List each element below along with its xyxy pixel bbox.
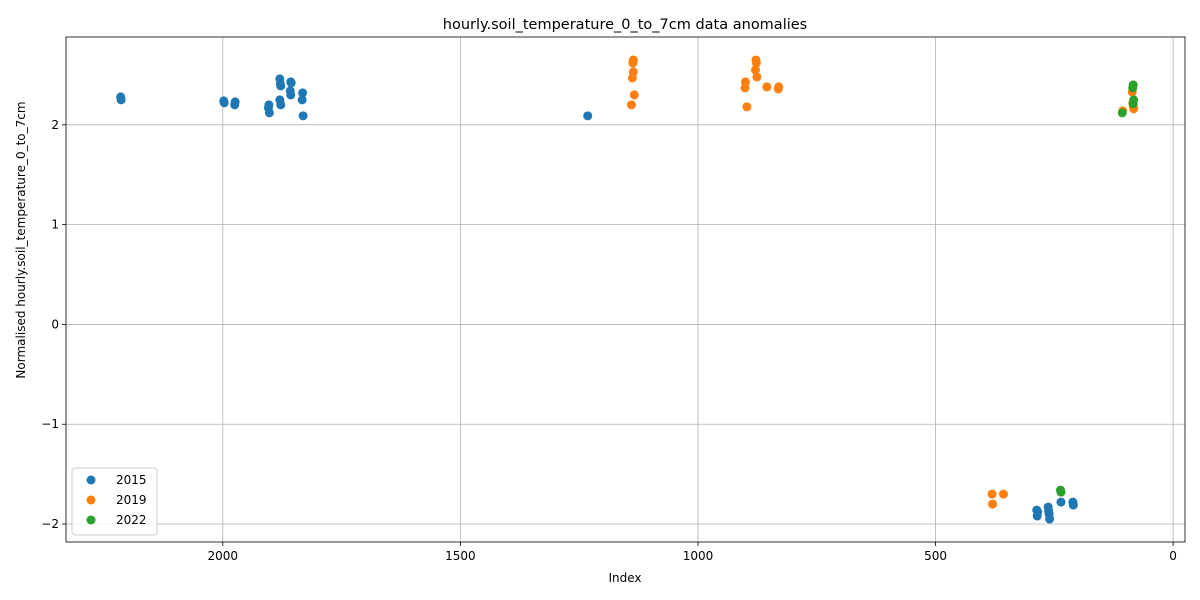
grid-lines <box>66 37 1185 542</box>
data-point <box>298 111 308 121</box>
data-point <box>219 98 229 108</box>
legend-marker <box>86 515 96 525</box>
plot-frame <box>65 36 1186 543</box>
data-point <box>629 90 639 100</box>
legend-label: 2019 <box>116 493 147 507</box>
x-tick-label: 2000 <box>208 549 239 563</box>
data-point <box>627 73 637 83</box>
y-tick-label: −2 <box>41 517 59 531</box>
data-point <box>750 65 760 75</box>
series-2019 <box>626 55 1139 509</box>
data-point <box>626 100 636 110</box>
data-point <box>762 82 772 92</box>
x-tick-label: 1000 <box>683 549 714 563</box>
data-point <box>286 90 296 100</box>
data-point <box>1068 500 1078 510</box>
data-point <box>297 95 307 105</box>
x-tick-label: 0 <box>1169 549 1177 563</box>
data-points <box>116 55 1139 524</box>
data-point <box>1128 83 1138 93</box>
data-point <box>773 84 783 94</box>
data-point <box>298 88 308 98</box>
data-point <box>276 81 286 91</box>
legend-marker <box>86 475 96 485</box>
data-point <box>1045 514 1055 524</box>
legend-label: 2022 <box>116 513 147 527</box>
data-point <box>740 83 750 93</box>
data-point <box>276 100 286 110</box>
data-point <box>583 111 593 121</box>
legend-marker <box>86 495 96 505</box>
data-point <box>116 95 126 105</box>
data-point <box>998 489 1008 499</box>
legend: 2015 2019 2022 <box>71 467 158 536</box>
series-2015 <box>116 74 1078 524</box>
data-point <box>1056 487 1066 497</box>
y-tick-label: 0 <box>51 317 59 331</box>
axis-ticks: 2000 1500 1000 500 0 −2 −1 0 1 2 <box>41 118 1177 563</box>
x-tick-label: 500 <box>924 549 947 563</box>
data-point <box>988 499 998 509</box>
data-point <box>1128 99 1138 109</box>
data-point <box>263 103 273 113</box>
data-point <box>987 489 997 499</box>
y-tick-label: −1 <box>41 417 59 431</box>
data-point <box>1033 507 1043 517</box>
legend-label: 2015 <box>116 473 147 487</box>
data-point <box>1117 108 1127 118</box>
y-tick-label: 1 <box>51 218 59 232</box>
chart-title: hourly.soil_temperature_0_to_7cm data an… <box>443 17 807 33</box>
y-tick-label: 2 <box>51 118 59 132</box>
x-axis-label: Index <box>608 571 641 585</box>
data-point <box>628 58 638 68</box>
y-axis-label: Normalised hourly.soil_temperature_0_to_… <box>14 101 28 378</box>
data-point <box>286 78 296 88</box>
data-point <box>752 72 762 82</box>
data-point <box>742 102 752 112</box>
x-tick-label: 1500 <box>445 549 476 563</box>
data-point <box>751 58 761 68</box>
series-2022 <box>1056 80 1139 497</box>
data-point <box>230 97 240 107</box>
data-point <box>1056 497 1066 507</box>
